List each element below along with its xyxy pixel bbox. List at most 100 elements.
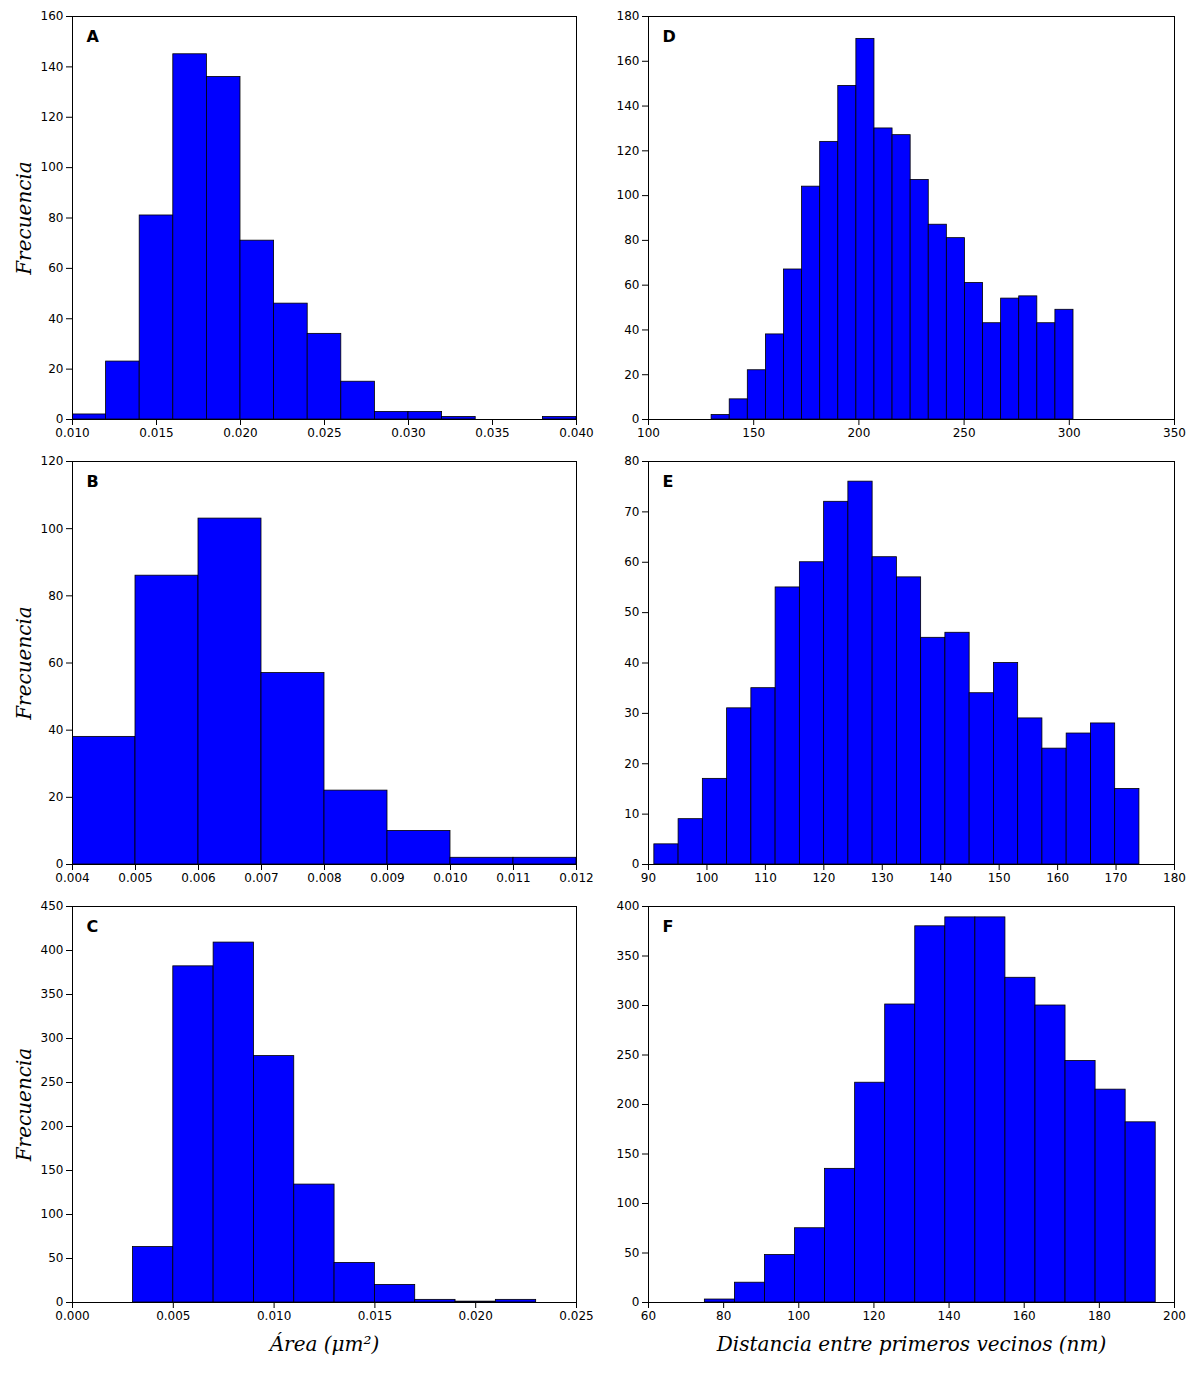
svg-text:0: 0 (56, 857, 64, 871)
svg-text:0.007: 0.007 (244, 871, 278, 885)
svg-text:250: 250 (41, 1075, 64, 1089)
svg-text:100: 100 (41, 522, 64, 536)
svg-text:0.012: 0.012 (559, 871, 593, 885)
svg-text:300: 300 (617, 998, 640, 1012)
svg-text:0: 0 (56, 412, 64, 426)
svg-text:200: 200 (847, 426, 870, 440)
svg-text:100: 100 (41, 160, 64, 174)
svg-text:0.011: 0.011 (496, 871, 530, 885)
svg-text:C: C (87, 917, 99, 936)
svg-text:Frecuencia: Frecuencia (12, 161, 36, 276)
svg-text:0.020: 0.020 (223, 426, 257, 440)
svg-text:20: 20 (624, 368, 639, 382)
svg-text:160: 160 (1013, 1309, 1036, 1323)
svg-text:120: 120 (617, 144, 640, 158)
svg-text:20: 20 (624, 757, 639, 771)
svg-text:100: 100 (637, 426, 660, 440)
svg-text:140: 140 (41, 60, 64, 74)
svg-text:0.010: 0.010 (257, 1309, 291, 1323)
svg-text:70: 70 (624, 505, 639, 519)
svg-text:40: 40 (48, 723, 63, 737)
svg-text:350: 350 (617, 949, 640, 963)
svg-text:0.009: 0.009 (370, 871, 404, 885)
svg-text:120: 120 (812, 871, 835, 885)
svg-text:80: 80 (48, 211, 63, 225)
svg-text:60: 60 (48, 656, 63, 670)
svg-text:350: 350 (41, 987, 64, 1001)
svg-text:100: 100 (787, 1309, 810, 1323)
svg-text:250: 250 (953, 426, 976, 440)
svg-text:160: 160 (1046, 871, 1069, 885)
svg-text:100: 100 (617, 188, 640, 202)
svg-text:40: 40 (624, 323, 639, 337)
svg-text:110: 110 (754, 871, 777, 885)
svg-text:D: D (663, 27, 676, 46)
svg-text:60: 60 (624, 278, 639, 292)
svg-text:30: 30 (624, 706, 639, 720)
svg-text:300: 300 (1058, 426, 1081, 440)
svg-text:0: 0 (632, 412, 640, 426)
svg-text:0.035: 0.035 (475, 426, 509, 440)
svg-text:0.025: 0.025 (307, 426, 341, 440)
svg-text:0: 0 (632, 1295, 640, 1309)
svg-text:120: 120 (41, 454, 64, 468)
svg-text:A: A (87, 27, 100, 46)
svg-text:180: 180 (1163, 871, 1186, 885)
svg-text:150: 150 (988, 871, 1011, 885)
svg-text:350: 350 (1163, 426, 1186, 440)
svg-text:80: 80 (716, 1309, 731, 1323)
svg-text:F: F (663, 917, 674, 936)
svg-text:0.040: 0.040 (559, 426, 593, 440)
svg-text:0.030: 0.030 (391, 426, 425, 440)
svg-text:0.025: 0.025 (559, 1309, 593, 1323)
svg-text:0.010: 0.010 (433, 871, 467, 885)
svg-text:Distancia entre primeros vecin: Distancia entre primeros vecinos (nm) (716, 1332, 1106, 1356)
svg-text:60: 60 (48, 261, 63, 275)
svg-text:80: 80 (48, 589, 63, 603)
svg-text:100: 100 (695, 871, 718, 885)
svg-text:150: 150 (617, 1147, 640, 1161)
svg-text:120: 120 (41, 110, 64, 124)
svg-text:400: 400 (617, 899, 640, 913)
svg-text:0.004: 0.004 (55, 871, 89, 885)
svg-text:200: 200 (41, 1119, 64, 1133)
svg-text:150: 150 (41, 1163, 64, 1177)
svg-text:E: E (663, 472, 674, 491)
svg-text:180: 180 (617, 9, 640, 23)
svg-text:50: 50 (624, 1246, 639, 1260)
svg-text:0.008: 0.008 (307, 871, 341, 885)
svg-text:0.005: 0.005 (156, 1309, 190, 1323)
svg-text:200: 200 (1163, 1309, 1186, 1323)
svg-text:150: 150 (742, 426, 765, 440)
svg-text:0.010: 0.010 (55, 426, 89, 440)
svg-text:180: 180 (1088, 1309, 1111, 1323)
svg-text:0.020: 0.020 (459, 1309, 493, 1323)
svg-text:160: 160 (617, 54, 640, 68)
svg-text:160: 160 (41, 9, 64, 23)
svg-text:140: 140 (938, 1309, 961, 1323)
svg-text:50: 50 (48, 1251, 63, 1265)
svg-text:60: 60 (624, 555, 639, 569)
svg-text:0: 0 (56, 1295, 64, 1309)
svg-text:0.005: 0.005 (118, 871, 152, 885)
svg-text:90: 90 (641, 871, 656, 885)
svg-text:0.006: 0.006 (181, 871, 215, 885)
svg-text:Área (μm²): Área (μm²) (268, 1332, 380, 1356)
svg-text:140: 140 (617, 99, 640, 113)
svg-text:0: 0 (632, 857, 640, 871)
svg-text:20: 20 (48, 362, 63, 376)
svg-text:10: 10 (624, 807, 639, 821)
svg-text:250: 250 (617, 1048, 640, 1062)
svg-text:400: 400 (41, 943, 64, 957)
svg-text:300: 300 (41, 1031, 64, 1045)
svg-text:20: 20 (48, 790, 63, 804)
svg-text:80: 80 (624, 454, 639, 468)
svg-text:40: 40 (48, 312, 63, 326)
svg-text:60: 60 (641, 1309, 656, 1323)
svg-text:0.015: 0.015 (139, 426, 173, 440)
svg-text:200: 200 (617, 1097, 640, 1111)
svg-text:80: 80 (624, 233, 639, 247)
svg-text:Frecuencia: Frecuencia (12, 1048, 36, 1163)
svg-text:B: B (87, 472, 99, 491)
svg-text:100: 100 (617, 1196, 640, 1210)
